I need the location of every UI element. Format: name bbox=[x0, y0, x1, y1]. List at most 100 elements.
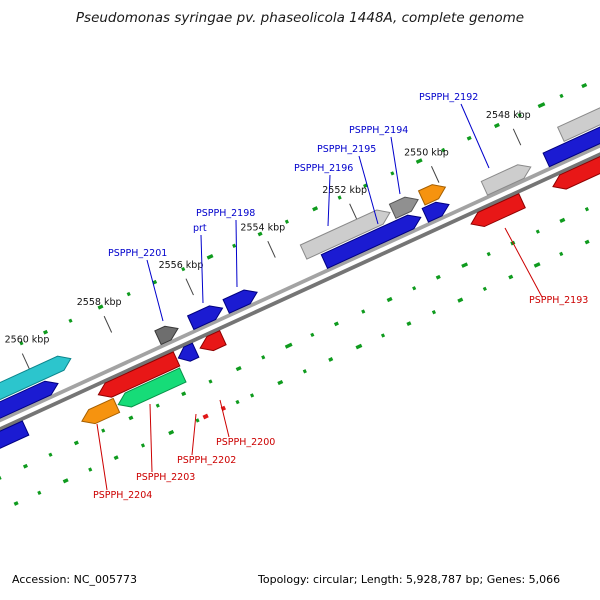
gene-arrow-unlabeled-blue-right[interactable] bbox=[542, 122, 600, 168]
gene-label-PSPPH_2192[interactable]: PSPPH_2192 bbox=[419, 92, 478, 103]
feature-dot bbox=[208, 379, 213, 384]
leader-line bbox=[235, 219, 238, 288]
feature-dot bbox=[101, 428, 106, 433]
scale-tick bbox=[431, 166, 440, 183]
gene-arrow-PSPPH_2193[interactable] bbox=[468, 193, 526, 231]
feature-dot bbox=[128, 415, 134, 421]
feature-dot bbox=[302, 369, 307, 374]
feature-dot bbox=[533, 262, 541, 268]
feature-dot bbox=[310, 332, 315, 338]
gene-arrow-unlabeled-blue-left-upper[interactable] bbox=[0, 377, 61, 434]
feature-dot bbox=[517, 112, 522, 118]
gene-arrow-unlabeled-cyan-left[interactable] bbox=[0, 352, 74, 418]
gene-arrow-unlabeled-blue-small[interactable] bbox=[175, 342, 200, 365]
gene-label-prt[interactable]: prt bbox=[193, 223, 207, 234]
feature-dot bbox=[406, 321, 412, 327]
gene-arrow-PSPPH_2201[interactable] bbox=[154, 322, 181, 346]
leader-line bbox=[327, 174, 331, 227]
gene-arrow-PSPPH_2194[interactable] bbox=[388, 193, 421, 219]
gene-label-PSPPH_2203[interactable]: PSPPH_2203 bbox=[136, 472, 195, 483]
accession-text: Accession: NC_005773 bbox=[12, 573, 138, 586]
gene-label-PSPPH_2201[interactable]: PSPPH_2201 bbox=[108, 248, 167, 259]
gene-arrow-PSPPH_2204[interactable] bbox=[79, 397, 121, 428]
feature-dot bbox=[37, 490, 42, 496]
backbone-line bbox=[0, 122, 600, 456]
feature-dot bbox=[486, 251, 491, 257]
gene-arrow-PSPPH_2203[interactable] bbox=[95, 351, 181, 402]
feature-dot bbox=[466, 135, 472, 141]
feature-dot bbox=[0, 475, 2, 481]
scale-tick bbox=[21, 353, 31, 371]
gene-arrow-unlabeled-blue-mid[interactable] bbox=[421, 198, 452, 223]
gene-label-PSPPH_2204[interactable]: PSPPH_2204 bbox=[93, 490, 152, 501]
scale-label: 2554 kbp bbox=[240, 222, 285, 233]
gene-label-PSPPH_2193[interactable]: PSPPH_2193 bbox=[529, 295, 588, 306]
feature-dot bbox=[261, 355, 266, 360]
feature-dot bbox=[337, 195, 342, 200]
feature-dot bbox=[284, 342, 293, 349]
gene-arrow-PSPPH_2195[interactable] bbox=[320, 211, 424, 269]
feature-dot bbox=[461, 262, 469, 268]
gene-label-PSPPH_2195[interactable]: PSPPH_2195 bbox=[317, 144, 376, 155]
feature-dot bbox=[257, 231, 263, 237]
scale-tick bbox=[349, 203, 358, 221]
feature-dot bbox=[333, 321, 339, 327]
feature-dot bbox=[559, 217, 566, 223]
gene-arrow-unlabeled-blue-left-lower[interactable] bbox=[0, 420, 30, 458]
leader-line bbox=[191, 413, 197, 456]
feature-dot bbox=[195, 418, 200, 423]
gene-arrow-unlabeled-orange-upper[interactable] bbox=[417, 180, 449, 206]
leader-line bbox=[146, 259, 164, 322]
scale-tick bbox=[512, 128, 522, 146]
feature-dot bbox=[355, 343, 363, 350]
feature-dot bbox=[284, 219, 289, 224]
feature-dot bbox=[250, 393, 255, 398]
feature-dot bbox=[68, 318, 73, 323]
feature-dot bbox=[441, 147, 446, 153]
gene-label-PSPPH_2194[interactable]: PSPPH_2194 bbox=[349, 125, 408, 136]
gene-arrow-PSPPH_2196[interactable] bbox=[299, 205, 393, 260]
gene-label-PSPPH_2202[interactable]: PSPPH_2202 bbox=[177, 455, 236, 466]
gene-arrow-PSPPH_2202[interactable] bbox=[115, 367, 187, 412]
feature-dot bbox=[431, 310, 437, 315]
leader-line bbox=[504, 227, 543, 298]
leader-line bbox=[358, 155, 379, 225]
feature-dot bbox=[235, 365, 242, 372]
feature-dot bbox=[537, 102, 546, 109]
feature-dot bbox=[559, 251, 564, 257]
scale-label: 2560 kbp bbox=[5, 335, 50, 346]
feature-dot bbox=[415, 158, 423, 164]
leader-line bbox=[390, 136, 401, 195]
feature-dot bbox=[62, 478, 69, 484]
feature-dot bbox=[482, 286, 487, 292]
feature-dot bbox=[559, 93, 564, 99]
gene-label-PSPPH_2198[interactable]: PSPPH_2198 bbox=[196, 208, 255, 219]
feature-dot bbox=[380, 333, 386, 338]
feature-dot bbox=[277, 379, 284, 386]
gene-arrow-prt[interactable] bbox=[186, 301, 226, 331]
leader-line bbox=[219, 399, 230, 438]
gene-arrow-unlabeled-silver-right[interactable] bbox=[556, 98, 600, 142]
feature-dot bbox=[155, 403, 160, 408]
gene-arrow-unlabeled-red-right[interactable] bbox=[550, 152, 600, 194]
gene-arrow-PSPPH_2198[interactable] bbox=[222, 285, 260, 314]
feature-dot bbox=[126, 291, 131, 297]
gene-arrow-PSPPH_2200[interactable] bbox=[197, 329, 227, 356]
gene-label-PSPPH_2196[interactable]: PSPPH_2196 bbox=[294, 163, 353, 174]
feature-dot bbox=[42, 329, 49, 335]
scale-label: 2548 kbp bbox=[486, 110, 531, 121]
feature-dot bbox=[235, 399, 240, 405]
feature-dot bbox=[390, 171, 395, 176]
page-title: Pseudomonas syringae pv. phaseolicola 14… bbox=[75, 10, 525, 26]
feature-dot bbox=[584, 206, 589, 212]
feature-dot bbox=[312, 206, 319, 212]
feature-dot bbox=[73, 440, 79, 446]
feature-dot bbox=[206, 254, 214, 260]
gene-arrow-PSPPH_2192[interactable] bbox=[480, 160, 534, 196]
feature-dot bbox=[361, 309, 366, 314]
gene-label-PSPPH_2200[interactable]: PSPPH_2200 bbox=[216, 437, 275, 448]
feature-dot bbox=[457, 297, 464, 303]
feature-dot bbox=[48, 452, 53, 457]
